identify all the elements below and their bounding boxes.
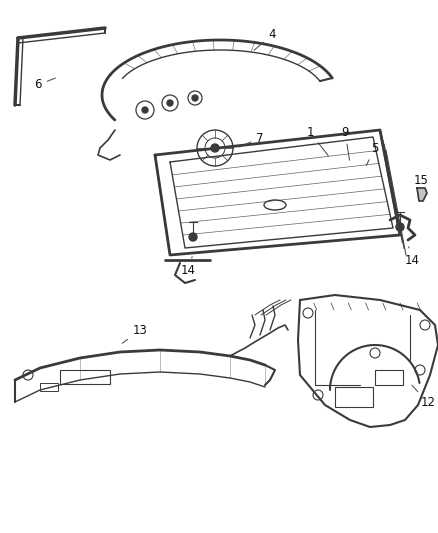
Circle shape (396, 223, 404, 231)
Text: 14: 14 (180, 257, 195, 277)
Bar (60, 370, 110, 384)
Text: 5: 5 (366, 141, 379, 166)
Text: 4: 4 (254, 28, 276, 50)
Polygon shape (417, 188, 427, 201)
Text: 1: 1 (306, 125, 328, 156)
Circle shape (167, 100, 173, 106)
Circle shape (211, 144, 219, 152)
Circle shape (192, 95, 198, 101)
Text: 14: 14 (405, 247, 420, 266)
Text: 12: 12 (412, 385, 435, 409)
Text: 7: 7 (240, 132, 264, 147)
Bar (375, 370, 403, 385)
Text: 6: 6 (34, 78, 56, 92)
Text: 9: 9 (341, 125, 350, 160)
Bar (335, 387, 373, 407)
Bar (40, 383, 58, 391)
Circle shape (142, 107, 148, 113)
Text: 13: 13 (122, 324, 148, 343)
Circle shape (189, 233, 197, 241)
Text: 15: 15 (413, 174, 428, 187)
